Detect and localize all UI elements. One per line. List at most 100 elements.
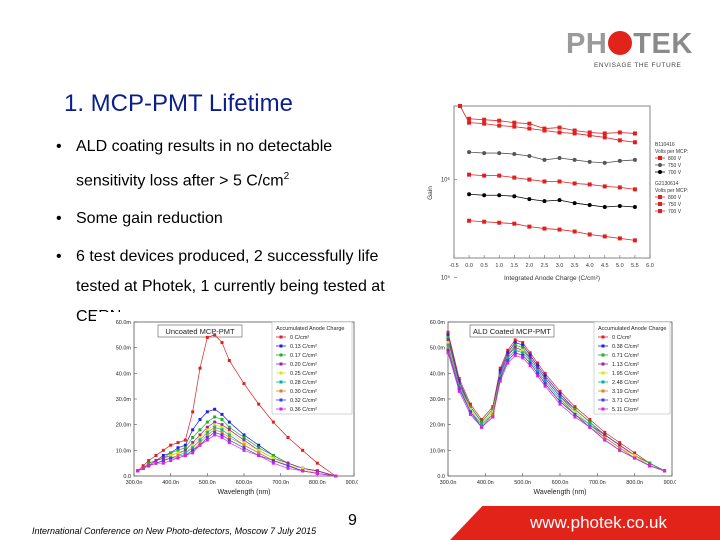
data-point [543, 376, 547, 380]
data-point [220, 412, 224, 416]
data-point [587, 203, 592, 208]
data-point [205, 428, 209, 432]
logo-text-ph: PH [566, 28, 608, 60]
data-point [528, 351, 532, 355]
data-point [457, 376, 461, 380]
x-tick-label: 1.0 [495, 263, 503, 269]
legend-marker [601, 344, 605, 348]
bullet-list: • ALD coating results in no detectable s… [56, 132, 396, 332]
data-point [521, 348, 525, 352]
data-point [468, 410, 472, 414]
data-point [497, 123, 502, 128]
data-point [271, 456, 275, 460]
data-point [603, 436, 607, 439]
legend-label: 750 V [668, 202, 682, 208]
data-point [617, 185, 622, 190]
legend-marker [279, 335, 283, 339]
data-point [602, 131, 607, 136]
data-point [213, 428, 217, 432]
footer-url-link[interactable]: www.photek.co.uk [530, 513, 668, 532]
plot-frame [453, 105, 651, 259]
data-point [558, 389, 562, 393]
data-point [227, 428, 231, 432]
data-point [198, 441, 202, 445]
data-point [457, 387, 461, 391]
x-tick-label: 600.0n [236, 480, 253, 486]
y-tick-label: 30.0m [116, 397, 132, 403]
data-point [176, 456, 180, 460]
data-point [198, 433, 202, 437]
data-point [658, 202, 662, 206]
data-point [154, 453, 158, 457]
series-line [469, 220, 635, 241]
y-tick-label: 10.0m [116, 448, 132, 454]
data-point [183, 453, 187, 457]
data-point [257, 443, 261, 447]
legend-marker [601, 335, 605, 339]
y-tick-label: 0.0 [123, 474, 131, 480]
data-point [482, 117, 487, 122]
legend-marker [279, 362, 283, 366]
legend-label: 1.13 C/cm² [612, 362, 639, 368]
data-point [542, 199, 547, 204]
footer-conference: International Conference on New Photo-de… [32, 526, 317, 536]
data-point [536, 369, 540, 373]
data-point [558, 402, 562, 406]
data-point [220, 436, 224, 439]
data-point [512, 175, 517, 180]
legend-marker [601, 389, 605, 393]
data-point [497, 151, 502, 156]
x-axis-label: Wavelength (nm) [217, 489, 270, 496]
data-point [213, 433, 217, 437]
x-tick-label: 3.0 [556, 263, 564, 269]
legend-label: 800 V [668, 195, 682, 201]
data-point [658, 195, 662, 199]
x-tick-label: 800.0n [309, 480, 326, 486]
data-point [257, 446, 261, 450]
data-point [198, 443, 202, 447]
data-point [467, 120, 472, 125]
data-point [521, 351, 525, 355]
data-point [315, 469, 319, 473]
data-point [513, 348, 517, 352]
legend-label: 3.19 C/cm² [612, 389, 639, 395]
data-point [602, 135, 607, 140]
data-point [588, 423, 592, 427]
data-point [512, 194, 517, 199]
data-point [497, 173, 502, 178]
data-series [467, 218, 637, 243]
legend-label: 1.95 C/cm² [612, 371, 639, 377]
x-tick-label: 2.0 [526, 263, 534, 269]
bullet-dot-icon: • [56, 248, 62, 266]
data-point [587, 232, 592, 237]
data-point [213, 430, 217, 434]
x-tick-label: 2.5 [541, 263, 549, 269]
legend-marker [279, 407, 283, 411]
data-point [446, 335, 450, 339]
data-point [513, 338, 517, 342]
data-point [141, 466, 145, 470]
data-point [658, 156, 662, 160]
y-tick-label: 30.0m [430, 397, 446, 403]
data-point [618, 448, 622, 452]
data-point [467, 116, 472, 121]
data-point [521, 353, 525, 357]
data-point [468, 412, 472, 416]
data-point [176, 453, 180, 457]
logo-red-dot-icon [608, 31, 633, 55]
legend-label: 0.13 C/cm² [290, 344, 317, 350]
data-point [602, 184, 607, 189]
data-point [286, 436, 290, 439]
x-tick-label: 400.0n [162, 480, 179, 486]
data-point [491, 407, 495, 411]
bullet-item: • Some gain reduction [56, 208, 396, 230]
data-point [588, 420, 592, 424]
data-point [183, 451, 187, 455]
legend-label: 3.71 C/cm² [612, 398, 639, 404]
data-point [512, 221, 517, 226]
data-point [543, 374, 547, 378]
legend-label: 0.38 C/cm² [612, 344, 639, 350]
data-point [557, 179, 562, 184]
data-point [183, 448, 187, 452]
data-point [602, 160, 607, 165]
